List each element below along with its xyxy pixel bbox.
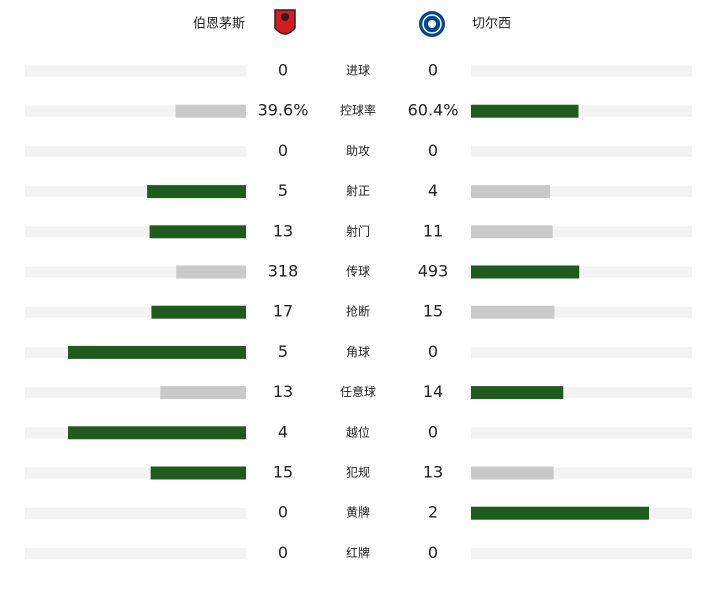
- away-value: 0: [428, 422, 438, 441]
- away-value: 14: [423, 382, 443, 401]
- away-track: [471, 427, 692, 439]
- home-bar: [175, 104, 246, 118]
- away-track: [471, 65, 692, 77]
- away-value: 0: [428, 543, 438, 562]
- away-bar: [471, 506, 649, 520]
- home-track: [25, 65, 246, 77]
- stat-label: 控球率: [340, 103, 376, 118]
- stat-label: 射门: [346, 223, 370, 238]
- stat-label: 射正: [346, 183, 370, 198]
- away-value: 0: [428, 342, 438, 361]
- stat-label: 角球: [346, 345, 370, 359]
- home-track: [25, 145, 246, 157]
- home-bar: [160, 386, 246, 400]
- home-track: [25, 266, 246, 278]
- away-track: [471, 467, 692, 479]
- away-value: 11: [423, 221, 443, 240]
- away-track: [471, 387, 692, 399]
- away-value: 0: [428, 141, 438, 160]
- home-track: [25, 507, 246, 519]
- home-value: 0: [278, 61, 288, 80]
- away-track: [471, 186, 692, 198]
- home-bar: [147, 185, 246, 199]
- home-track: [25, 467, 246, 479]
- away-bar: [471, 305, 555, 319]
- home-value: 15: [273, 463, 293, 482]
- away-track: [471, 105, 692, 117]
- home-bar: [151, 305, 246, 319]
- stat-label: 抢断: [346, 304, 370, 319]
- stat-label: 红牌: [346, 545, 370, 560]
- away-track: [471, 266, 692, 278]
- away-bar: [471, 466, 554, 480]
- home-value: 13: [273, 221, 293, 240]
- away-bar: [471, 225, 553, 239]
- home-value: 39.6%: [258, 101, 309, 120]
- home-team: 伯恩茅斯: [193, 17, 245, 32]
- home-track: [25, 226, 246, 238]
- home-value: 4: [278, 422, 288, 441]
- home-track: [25, 547, 246, 559]
- away-value: 2: [428, 503, 438, 522]
- home-bar: [176, 265, 246, 279]
- away-track: [471, 226, 692, 238]
- away-bar: [471, 104, 579, 118]
- stat-label: 任意球: [340, 384, 376, 399]
- away-track: [471, 306, 692, 318]
- away-value: 13: [423, 463, 443, 482]
- away-value: 60.4%: [408, 101, 459, 120]
- home-track: [25, 105, 246, 117]
- away-track: [471, 145, 692, 157]
- home-track: [25, 306, 246, 318]
- stat-label: 传球: [346, 264, 370, 279]
- home-value: 17: [273, 302, 293, 321]
- home-logo: [274, 9, 296, 35]
- home-track: [25, 186, 246, 198]
- away-value: 15: [423, 302, 443, 321]
- stat-label: 越位: [346, 424, 370, 439]
- home-bar: [150, 466, 246, 480]
- away-logo: [419, 11, 445, 37]
- away-value: 0: [428, 61, 438, 80]
- home-value: 318: [268, 262, 299, 281]
- away-bar: [471, 265, 580, 279]
- away-track: [471, 346, 692, 358]
- away-value: 4: [428, 181, 438, 200]
- home-bar: [68, 426, 246, 440]
- home-bar: [149, 225, 246, 239]
- home-value: 5: [278, 342, 288, 361]
- stat-label: 黄牌: [346, 506, 370, 520]
- stat-label: 犯规: [346, 465, 370, 480]
- away-track: [471, 547, 692, 559]
- away-bar: [471, 185, 551, 199]
- home-track: [25, 387, 246, 399]
- home-bar: [68, 345, 246, 359]
- away-team: 切尔西: [472, 17, 511, 32]
- home-value: 5: [278, 181, 288, 200]
- home-value: 0: [278, 503, 288, 522]
- away-bar: [471, 386, 564, 400]
- stat-label: 进球: [346, 64, 370, 78]
- stat-label: 助攻: [346, 144, 370, 158]
- away-value: 493: [418, 262, 449, 281]
- home-value: 0: [278, 543, 288, 562]
- home-value: 0: [278, 141, 288, 160]
- home-value: 13: [273, 382, 293, 401]
